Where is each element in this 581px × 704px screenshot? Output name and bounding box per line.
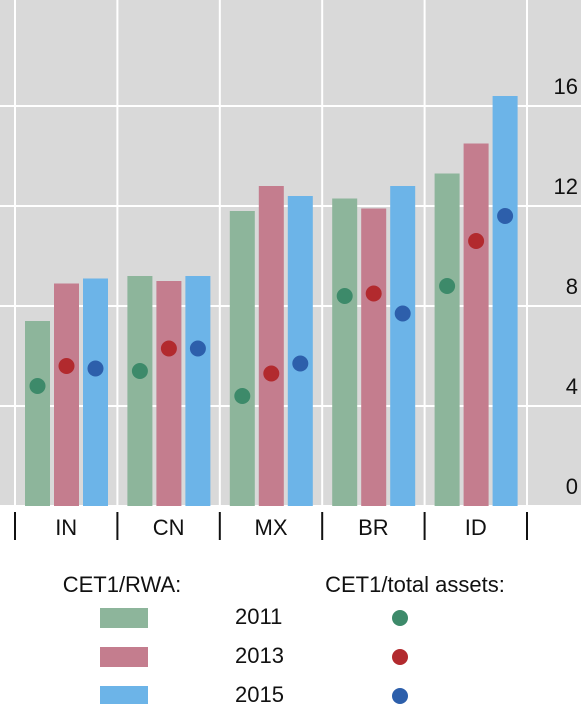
bar xyxy=(332,198,358,506)
legend-swatch xyxy=(100,647,148,667)
bar xyxy=(156,281,182,506)
marker xyxy=(131,363,148,379)
marker xyxy=(234,388,251,404)
legend-label: 2011 xyxy=(235,604,282,629)
bar xyxy=(54,283,79,506)
legend-marker xyxy=(392,688,408,704)
x-tick-label: MX xyxy=(255,515,288,540)
bar xyxy=(434,173,460,506)
bar xyxy=(390,186,416,506)
y-tick-label: 4 xyxy=(566,374,578,399)
y-tick-label: 8 xyxy=(566,274,578,299)
x-tick-label: IN xyxy=(55,515,77,540)
bar xyxy=(127,276,153,506)
marker xyxy=(263,365,280,382)
bar xyxy=(25,321,50,506)
bar xyxy=(83,278,108,506)
legend-title: CET1/total assets: xyxy=(325,572,505,597)
marker xyxy=(87,360,104,377)
legend-label: 2013 xyxy=(235,643,284,668)
marker xyxy=(336,288,353,304)
y-tick-label: 16 xyxy=(554,74,578,99)
marker xyxy=(160,340,177,357)
bar xyxy=(492,96,518,506)
legend-swatch xyxy=(100,608,148,628)
bar xyxy=(258,186,284,506)
y-tick-label: 12 xyxy=(554,174,578,199)
bar xyxy=(361,208,387,506)
bar xyxy=(463,143,489,506)
x-tick-label: BR xyxy=(358,515,389,540)
marker xyxy=(365,285,382,302)
legend-marker xyxy=(392,610,408,626)
legend-swatch xyxy=(100,686,148,704)
legend-marker xyxy=(392,649,408,665)
bar xyxy=(287,196,313,506)
marker xyxy=(292,355,309,372)
legend-title: CET1/RWA: xyxy=(63,572,182,597)
x-tick-label: ID xyxy=(465,515,487,540)
legend-label: 2015 xyxy=(235,682,284,704)
marker xyxy=(439,278,456,294)
marker xyxy=(189,340,206,357)
marker xyxy=(394,305,411,322)
marker xyxy=(468,233,485,249)
x-tick-label: CN xyxy=(153,515,185,540)
marker xyxy=(58,358,75,374)
y-tick-label: 0 xyxy=(566,474,578,499)
bar xyxy=(185,276,211,506)
marker xyxy=(497,208,514,224)
bar xyxy=(229,211,255,506)
marker xyxy=(29,378,46,394)
